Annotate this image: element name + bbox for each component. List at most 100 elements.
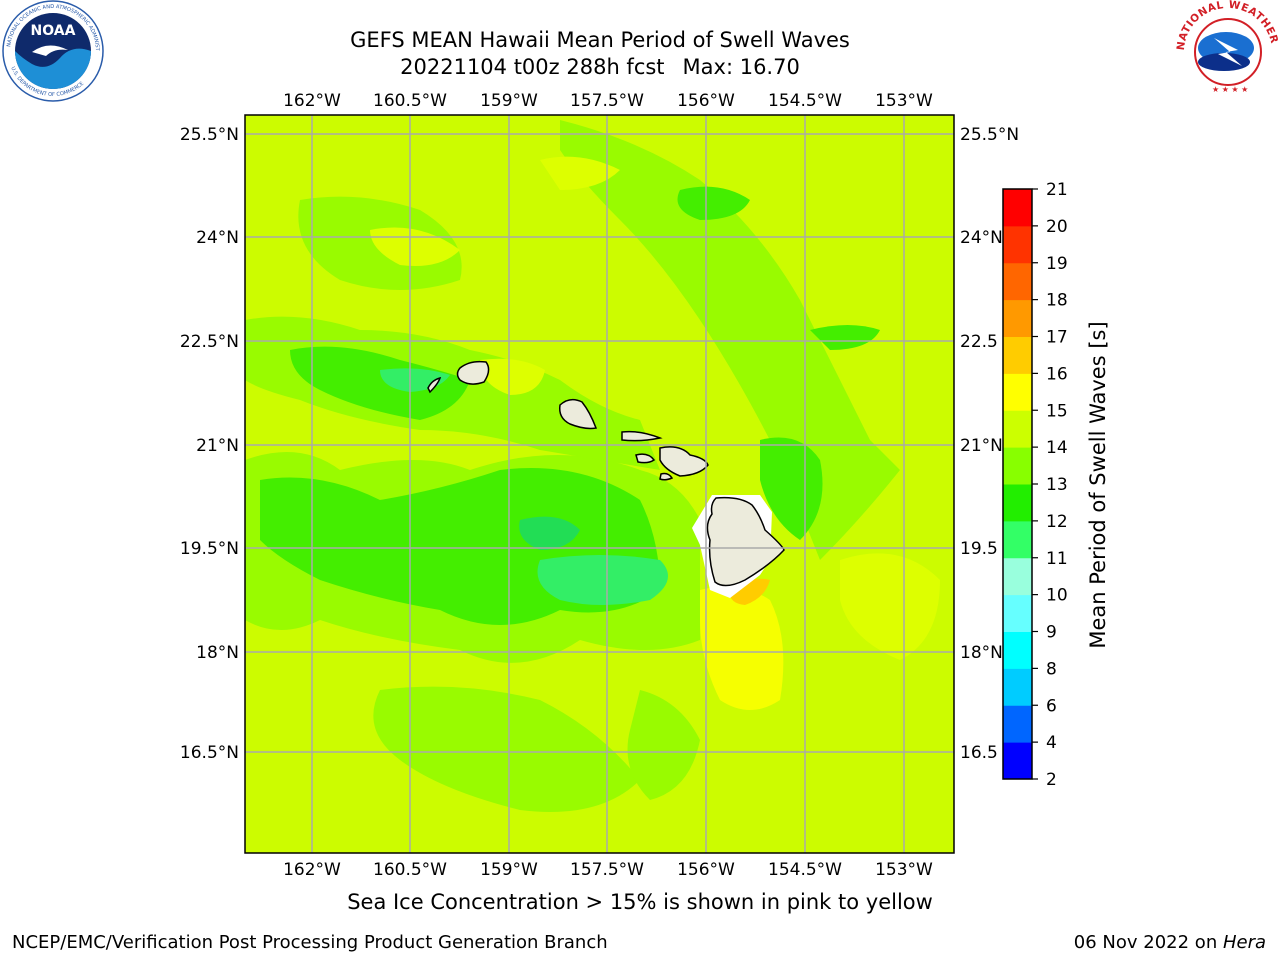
lon-label-top: 162°W bbox=[283, 91, 341, 111]
lanai bbox=[635, 453, 656, 464]
lat-label-right: 24°N bbox=[960, 228, 1003, 248]
lon-labels-top: 162°W 160.5°W 159°W 157.5°W 156°W 154.5°… bbox=[283, 91, 933, 111]
lon-label-top: 156°W bbox=[677, 91, 735, 111]
footer-date: 06 Nov 2022 on Hera bbox=[1074, 932, 1266, 953]
run-info: 20221104 t00z 288h fcst bbox=[400, 55, 665, 79]
footer-host: Hera bbox=[1222, 932, 1266, 953]
lon-label-bottom: 162°W bbox=[283, 860, 341, 880]
colorbar-tick-label: 10 bbox=[1046, 586, 1068, 606]
noaa-logo: NATIONAL OCEANIC AND ATMOSPHERIC ADMINIS… bbox=[2, 0, 104, 102]
colorbar-swatch bbox=[1003, 373, 1032, 411]
footer-credit: NCEP/EMC/Verification Post Processing Pr… bbox=[12, 932, 608, 953]
lat-label-right: 22.5 bbox=[960, 332, 998, 352]
band-15-16-south bbox=[700, 586, 784, 710]
lon-label-bottom: 153°W bbox=[875, 860, 933, 880]
colorbar-swatch bbox=[1003, 705, 1032, 743]
maui bbox=[659, 446, 709, 477]
lat-label-right: 21°N bbox=[960, 436, 1003, 456]
colorbar-tick-label: 19 bbox=[1046, 254, 1068, 274]
molokai bbox=[621, 430, 663, 442]
colorbar-swatch bbox=[1003, 410, 1032, 448]
nws-star-icons: ★ ★ ★ ★ bbox=[1212, 85, 1248, 94]
colorbar-tick-label: 13 bbox=[1046, 475, 1068, 495]
colorbar-swatch bbox=[1003, 447, 1032, 485]
lat-label-right: 18°N bbox=[960, 643, 1003, 663]
lat-label-left: 21°N bbox=[196, 436, 239, 456]
colorbar-swatch bbox=[1003, 484, 1032, 522]
lat-label-right: 16.5 bbox=[960, 743, 998, 763]
colorbar-swatch bbox=[1003, 262, 1032, 301]
lon-label-bottom: 157.5°W bbox=[570, 860, 644, 880]
colorbar-tick-label: 17 bbox=[1046, 328, 1068, 348]
colorbar-swatch bbox=[1003, 631, 1032, 669]
colorbar: 2 4 6 8 9 10 11 12 13 14 15 16 17 18 19 20 21 bbox=[1002, 180, 1068, 790]
band-13-14-south-patch bbox=[627, 690, 700, 800]
oahu bbox=[558, 398, 598, 430]
colorbar-swatch bbox=[1003, 594, 1032, 632]
colorbar-tick-label: 4 bbox=[1046, 733, 1057, 753]
noaa-logo-text: NOAA bbox=[31, 23, 76, 39]
colorbar-tick-label: 20 bbox=[1046, 217, 1068, 237]
colorbar-tick-label: 21 bbox=[1046, 180, 1068, 200]
colorbar-tick-label: 11 bbox=[1046, 549, 1068, 569]
colorbar-tick-label: 12 bbox=[1046, 512, 1068, 532]
band-14-15-c bbox=[840, 553, 940, 660]
lat-label-left: 24°N bbox=[196, 228, 239, 248]
colorbar-swatch bbox=[1003, 189, 1032, 227]
chart-subtitle: 20221104 t00z 288h fcst Max: 16.70 bbox=[300, 54, 900, 80]
lon-label-top: 153°W bbox=[875, 91, 933, 111]
colorbar-swatch bbox=[1003, 336, 1032, 374]
band-11-12-a bbox=[519, 516, 580, 550]
band-12-13-kauai bbox=[290, 346, 470, 420]
colorbar-tick-label: 8 bbox=[1046, 659, 1057, 679]
lon-label-top: 159°W bbox=[480, 91, 538, 111]
nws-logo: NATIONAL WEATHER SERVICE ★ ★ ★ ★ bbox=[1176, 0, 1280, 102]
colorbar-tick-label: 14 bbox=[1046, 438, 1068, 458]
kauai bbox=[456, 360, 490, 385]
colorbar-tick-label: 6 bbox=[1046, 696, 1057, 716]
band-12-13-north bbox=[677, 186, 750, 220]
band-12-13-east bbox=[760, 437, 823, 540]
band-13-14-east bbox=[560, 120, 900, 560]
max-value: Max: 16.70 bbox=[682, 55, 800, 79]
colorbar-tick-label: 18 bbox=[1046, 291, 1068, 311]
band-14-15-b bbox=[480, 358, 545, 395]
lon-label-bottom: 156°W bbox=[677, 860, 735, 880]
colorbar-swatch bbox=[1003, 520, 1032, 559]
colorbar-swatch bbox=[1003, 557, 1032, 596]
hawaiian-islands bbox=[427, 360, 785, 598]
lat-label-left: 16.5°N bbox=[180, 743, 239, 763]
lat-label-left: 19.5°N bbox=[180, 539, 239, 559]
lat-label-left: 22.5°N bbox=[180, 332, 239, 352]
colorbar-swatch bbox=[1003, 225, 1032, 264]
lon-label-top: 154.5°W bbox=[768, 91, 842, 111]
lon-label-bottom: 154.5°W bbox=[768, 860, 842, 880]
colorbar-tick-label: 15 bbox=[1046, 401, 1068, 421]
colorbar-swatch bbox=[1003, 742, 1032, 780]
lat-label-right: 19.5 bbox=[960, 539, 998, 559]
colorbar-label: Mean Period of Swell Waves [s] bbox=[1086, 321, 1110, 648]
band-14-15-d bbox=[540, 156, 620, 190]
band-12-13-northeast bbox=[810, 325, 880, 350]
lon-labels-bottom: 162°W 160.5°W 159°W 157.5°W 156°W 154.5°… bbox=[283, 860, 933, 880]
colorbar-swatch bbox=[1003, 668, 1032, 706]
lon-label-top: 160.5°W bbox=[373, 91, 447, 111]
footer-date-text: 06 Nov 2022 on bbox=[1073, 932, 1223, 953]
colorbar-swatch bbox=[1003, 299, 1032, 337]
lat-label-left: 18°N bbox=[196, 643, 239, 663]
big-island bbox=[706, 496, 785, 587]
lat-label-left: 25.5°N bbox=[180, 125, 239, 145]
map-frame bbox=[244, 114, 955, 854]
band-11-12-b bbox=[537, 555, 668, 605]
band-13-14-southwest bbox=[373, 686, 640, 812]
colorbar-tick-label: 9 bbox=[1046, 623, 1057, 643]
lat-label-right: 25.5°N bbox=[960, 125, 1019, 145]
lat-labels-right: 25.5°N 24°N 22.5 21°N 19.5 18°N 16.5 bbox=[960, 125, 1019, 763]
lon-label-bottom: 160.5°W bbox=[373, 860, 447, 880]
lon-label-bottom: 159°W bbox=[480, 860, 538, 880]
niihau bbox=[427, 376, 442, 394]
caption: Sea Ice Concentration > 15% is shown in … bbox=[347, 890, 933, 914]
lon-label-top: 157.5°W bbox=[570, 91, 644, 111]
colorbar-tick-label: 16 bbox=[1046, 364, 1068, 384]
